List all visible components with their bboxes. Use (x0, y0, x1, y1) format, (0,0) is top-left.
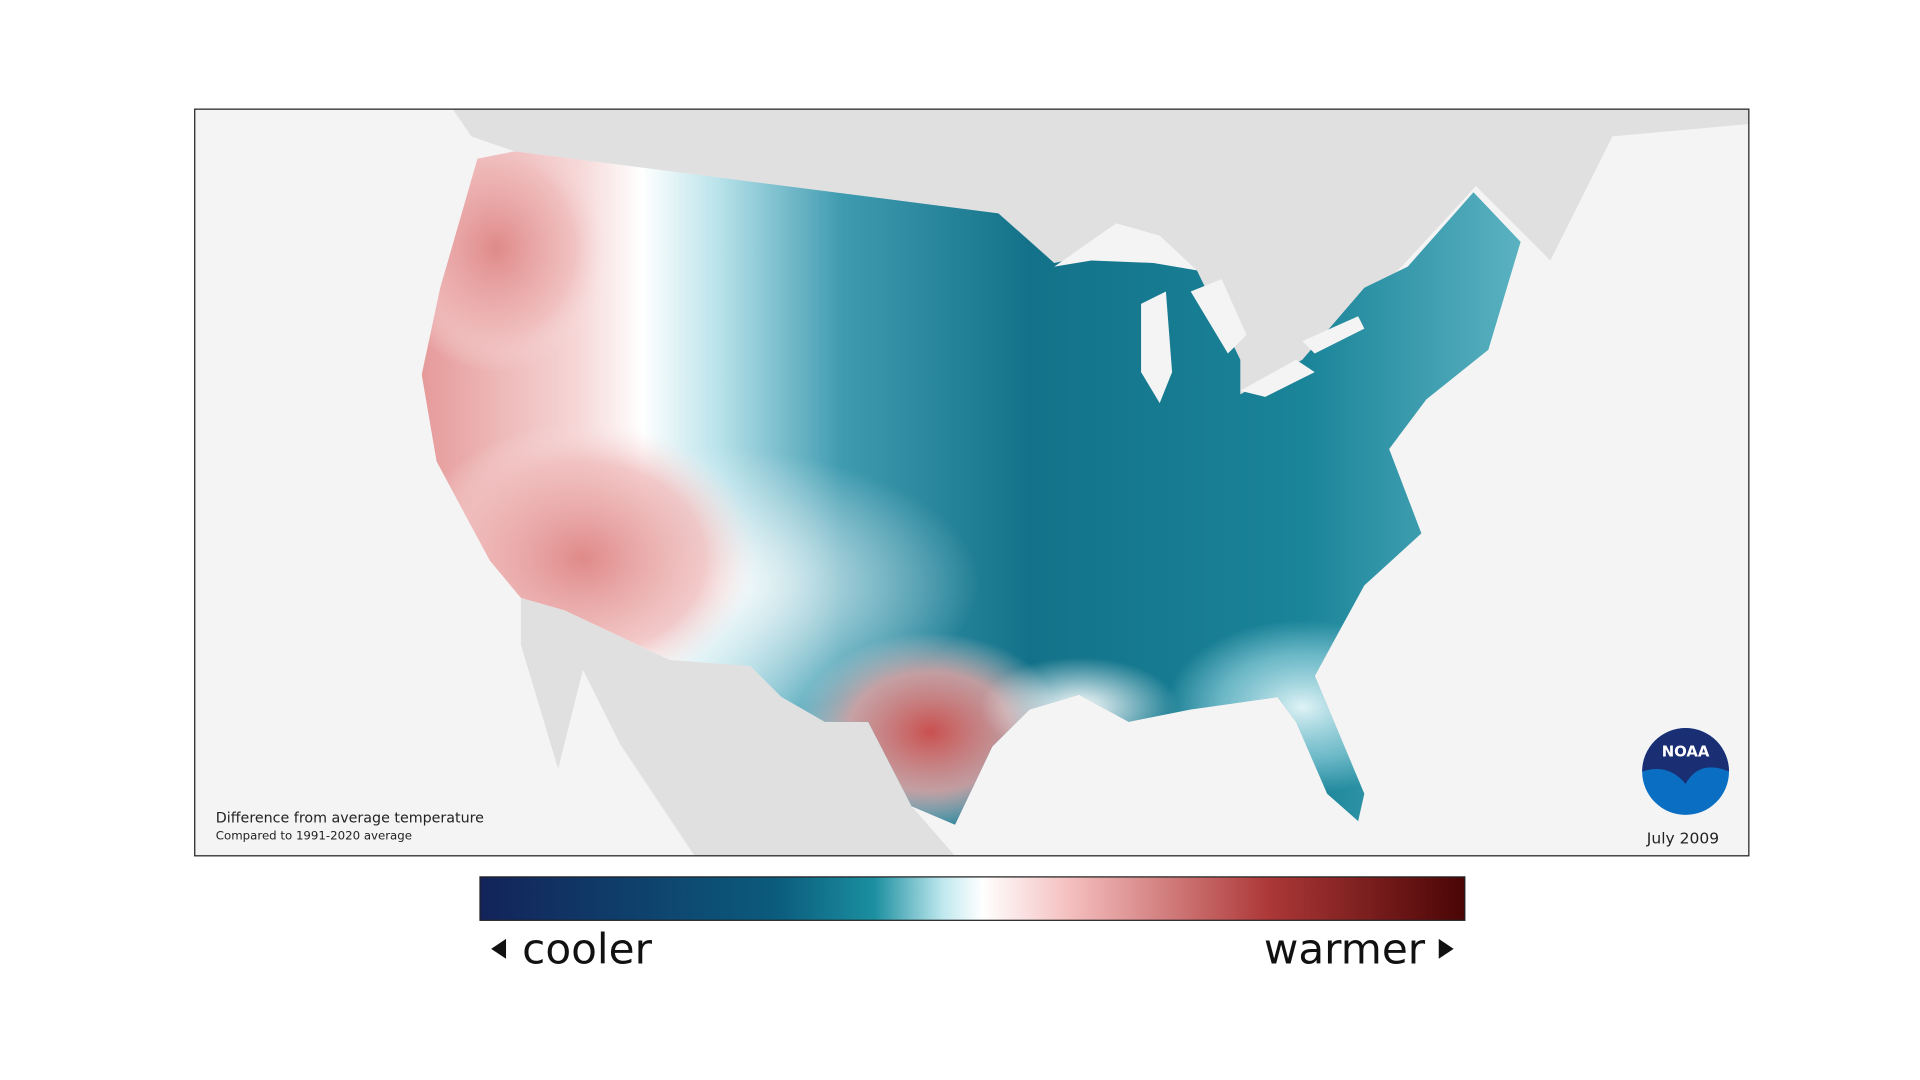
map-area: Difference from average temperature Comp… (194, 109, 1749, 856)
date-label: July 2009 (1646, 829, 1719, 847)
map-frame (194, 108, 1750, 857)
mexico (520, 597, 956, 856)
color-scale (479, 876, 1466, 921)
warmer-arrow (1438, 938, 1454, 959)
warmer-label: warmer (1264, 925, 1426, 974)
cooler-label: cooler (522, 925, 652, 974)
noaa-logo-top (1642, 728, 1729, 784)
us-anomaly (421, 151, 1521, 825)
caption: Difference from average temperature (216, 810, 484, 826)
logo-text: NOAA (1662, 743, 1710, 761)
great-lakes (1054, 223, 1365, 404)
subcaption: Compared to 1991-2020 average (216, 829, 412, 843)
cooler-arrow (491, 938, 507, 959)
